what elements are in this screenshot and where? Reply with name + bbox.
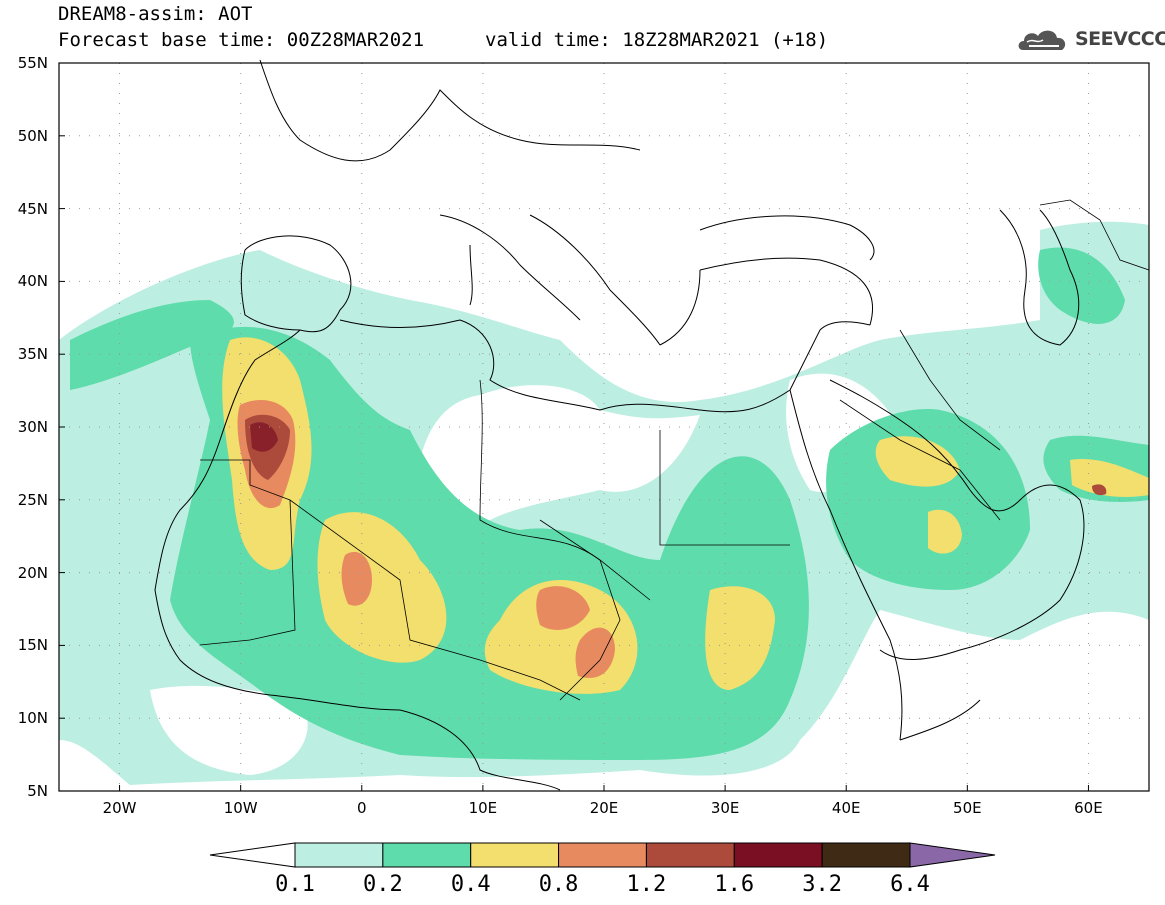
lon-label: 10E [468,799,498,817]
lon-label: 10W [223,799,258,817]
map-title: DREAM8-assim: AOT [58,3,253,25]
colorbar-box [821,842,911,868]
lat-label: 55N [17,54,48,72]
seevccc-logo: SEEVCCC [1015,24,1165,58]
colorbar-box [470,842,560,868]
lon-label: 0 [356,799,367,817]
lon-label: 30E [710,799,740,817]
aot-region-salmon-chad1 [536,586,590,630]
coast-turkey-blacksea [699,215,875,326]
coast-red-sea [789,389,903,741]
coast-balkans-greece [529,214,701,346]
lon-label: 20E [589,799,619,817]
colorbar-box [558,842,647,868]
colorbar-box [294,842,384,868]
aot-field [59,221,1149,786]
aot-hole-4 [885,637,1060,748]
colorbar-level-label: 3.2 [802,872,843,897]
colorbar-level-label: 1.2 [626,872,667,897]
colorbar-level-label: 0.2 [362,872,403,897]
aot-region-yellow-gulf [1070,459,1149,497]
lat-label: 30N [17,418,48,436]
lat-label: 25N [17,490,48,509]
lon-label: 60E [1074,799,1103,817]
lat-label: 10N [17,709,48,728]
lon-label: 50E [953,799,982,817]
colorbar-level-label: 0.4 [450,872,491,897]
lat-label: 40N [17,272,48,291]
aot-region-salmon-sahara [341,551,372,606]
aot-region-darkred-gulf [1092,484,1107,496]
colorbar-box [733,842,823,868]
aot-region-salmon-chad2 [575,627,615,679]
border-central-asia [1039,199,1150,271]
border-saudi [839,399,1001,521]
aot-region-green-caspian [1038,247,1125,324]
coastlines [154,59,1085,791]
lon-label: 40E [831,799,861,817]
forecast-base-time: Forecast base time: 00Z28MAR2021 [58,29,425,51]
aot-region-yellow-arabia1 [875,436,960,487]
aot-region-green-west [170,326,809,760]
colorbar-level-label: 0.8 [538,872,579,897]
lat-label: 5N [27,782,48,800]
aot-region-darkred-morocco [250,422,278,452]
border-sahel [200,459,581,701]
aot-region-yellow-sahara [317,512,447,663]
lon-label: 20W [102,799,137,817]
colorbar-arrow-high [909,842,996,868]
aot-hole-3 [150,685,308,775]
lat-label: 20N [17,563,48,582]
cloud-icon [1018,30,1066,50]
border-algeria-libya [479,379,651,601]
lat-label: 50N [17,126,48,145]
logo-text: SEEVCCC [1075,28,1165,50]
coast-arabia [829,379,1085,660]
border-mali [199,499,296,646]
colorbar-level-label: 1.6 [714,872,755,897]
lat-label: 35N [17,345,48,364]
aot-region-green-sea [70,300,234,390]
colorbar-box [382,842,472,868]
coast-north-africa [339,319,791,413]
coast-gulf-west-africa [399,709,561,791]
coast-levant [789,321,871,391]
lat-label: 45N [17,199,48,218]
colorbar-arrow-low [209,842,296,868]
valid-time: valid time: 18Z28MAR2021 (+18) [485,29,829,51]
colorbar-box [645,842,735,868]
borders [199,199,1150,701]
colorbar [209,842,996,868]
coast-caspian [999,209,1080,346]
colorbar-level-label: 6.4 [890,872,930,897]
coast-italy [439,214,581,321]
lat-label: 15N [17,636,48,655]
coast-horn [899,699,981,741]
aot-region-yellow-sudan [705,586,775,690]
aot-hole-1 [420,385,700,520]
border-iran-iraq [899,329,1001,451]
coast-northern-europe [259,59,641,162]
aot-region-yellow-arabia2 [928,509,962,554]
coast-iberia-africa [154,235,401,711]
border-niger-chad [539,519,621,701]
axis-ticks [59,62,1089,792]
border-egypt-sudan [659,430,790,546]
colorbar-level-label: 0.1 [275,872,315,897]
